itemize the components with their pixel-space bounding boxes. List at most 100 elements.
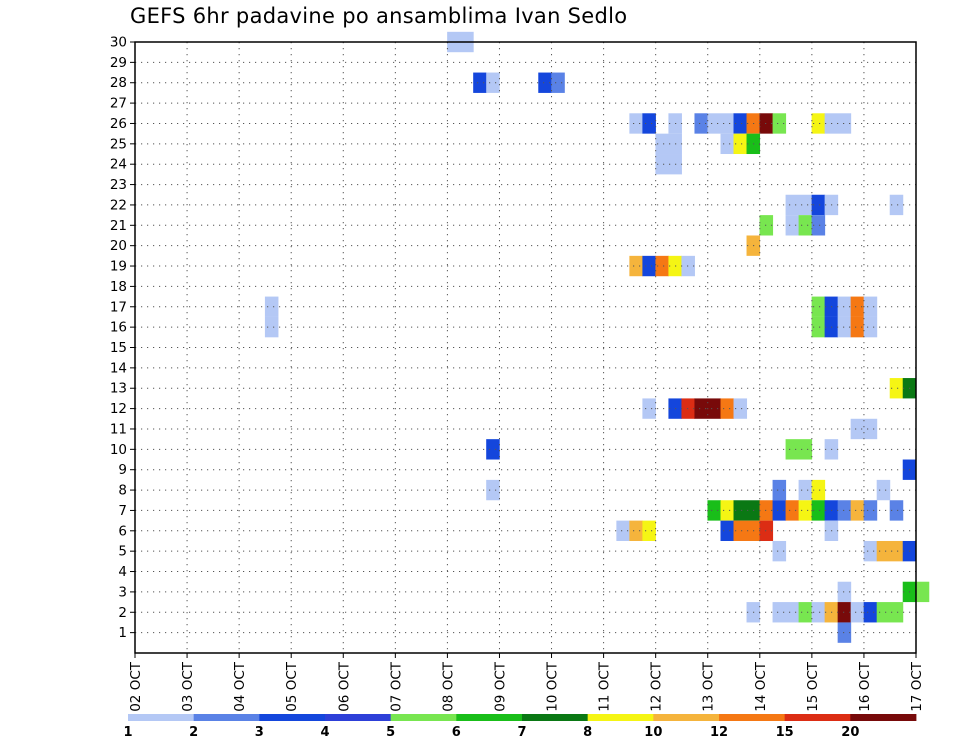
heatmap-cell — [629, 520, 643, 541]
legend-swatch — [325, 714, 392, 721]
y-tick-label: 1 — [118, 625, 127, 641]
heatmap-cell — [876, 479, 891, 501]
legend-label: 15 — [776, 725, 794, 740]
y-tick-label: 12 — [110, 401, 127, 417]
y-tick-label: 19 — [110, 259, 127, 275]
heatmap-cell — [876, 540, 904, 562]
heatmap-cell — [850, 500, 865, 521]
y-tick-label: 24 — [110, 157, 127, 173]
legend-swatch — [522, 714, 589, 721]
heatmap-cell — [655, 255, 669, 277]
y-tick-label: 4 — [118, 564, 127, 580]
x-tick-label: 08 OCT — [440, 661, 456, 712]
x-tick-label: 09 OCT — [492, 661, 508, 712]
x-tick-label: 14 OCT — [753, 661, 769, 712]
heatmap-cell — [850, 418, 878, 440]
heatmap-cell — [811, 316, 826, 338]
x-tick-label: 16 OCT — [857, 661, 873, 712]
legend-label: 12 — [710, 725, 728, 740]
legend-swatch — [390, 714, 457, 721]
heatmap-cell — [720, 133, 735, 155]
x-tick-label: 07 OCT — [388, 661, 404, 712]
heatmap-cell — [876, 602, 904, 623]
heatmap-cell — [811, 215, 826, 236]
heatmap-cell — [889, 500, 904, 521]
heatmap-cell — [720, 398, 735, 419]
y-tick-label: 28 — [110, 75, 127, 91]
heatmap-cell — [772, 540, 787, 562]
heatmap-cell — [707, 500, 721, 521]
y-tick-label: 25 — [110, 136, 127, 152]
heatmap-cell — [785, 500, 800, 521]
y-tick-label: 15 — [110, 340, 127, 356]
x-tick-label: 05 OCT — [284, 661, 300, 712]
heatmap-cell — [473, 72, 487, 93]
y-tick-label: 21 — [110, 218, 127, 234]
heatmap-cell — [850, 602, 865, 623]
heatmap-cell — [655, 154, 682, 175]
legend-label: 4 — [320, 725, 329, 740]
heatmap-cell — [642, 398, 656, 419]
heatmap-cell — [733, 520, 761, 541]
grid-lines — [134, 41, 917, 653]
x-tick-label: 03 OCT — [180, 661, 196, 712]
heatmap-cell — [863, 602, 878, 623]
heatmap-cell — [837, 296, 852, 317]
heatmap-cell — [759, 215, 774, 236]
heatmap-cell — [863, 296, 878, 317]
heatmap-cell — [811, 500, 826, 521]
heatmap-cell — [798, 479, 813, 501]
x-tick-label: 13 OCT — [701, 661, 717, 712]
y-tick-label: 23 — [110, 177, 127, 193]
legend-label: 6 — [452, 725, 461, 740]
heatmap-cell — [694, 113, 708, 134]
heatmap-cell — [772, 113, 787, 134]
heatmap-cell — [863, 316, 878, 338]
heatmap-cell — [798, 500, 813, 521]
y-tick-label: 7 — [118, 503, 127, 519]
heatmap-cell — [486, 439, 500, 460]
heatmap-cell — [733, 398, 748, 419]
heatmap-cell — [759, 113, 774, 134]
y-tick-label: 22 — [110, 197, 127, 213]
y-tick-label: 3 — [118, 584, 127, 600]
heatmap-cell — [915, 581, 930, 603]
x-tick-label: 12 OCT — [649, 661, 665, 712]
heatmap-cell — [798, 215, 813, 236]
heatmap-cell — [733, 113, 748, 134]
y-tick-label: 13 — [110, 381, 127, 397]
heatmap-cell — [707, 113, 735, 134]
y-tick-label: 20 — [110, 238, 127, 254]
heatmap-cell — [733, 133, 748, 155]
legend-swatch — [456, 714, 523, 721]
heatmap-cell — [772, 500, 787, 521]
legend-swatch — [719, 714, 786, 721]
legend-swatch — [128, 714, 195, 721]
heatmap-cell — [837, 500, 852, 521]
heatmap-cell — [837, 316, 852, 338]
y-tick-label: 27 — [110, 96, 127, 112]
legend-swatch — [784, 714, 851, 721]
x-axis: 02 OCT 03 OCT 04 OCT 05 OCT 06 OCT 07 OCT 08 O… — [128, 653, 925, 712]
legend-swatch — [850, 714, 917, 721]
y-tick-label: 16 — [110, 320, 127, 336]
legend-swatch — [653, 714, 720, 721]
y-tick-label: 8 — [118, 483, 127, 499]
legend-swatch — [193, 714, 260, 721]
heatmap-cell — [538, 72, 552, 93]
heatmap-cell — [889, 194, 904, 216]
heatmap-cell — [889, 378, 904, 399]
heatmap-cell — [642, 113, 656, 134]
y-tick-label: 5 — [118, 544, 127, 560]
heatmap-cell — [629, 255, 643, 277]
heatmap-cell — [733, 500, 761, 521]
heatmap-cell — [863, 500, 878, 521]
heatmap-cell — [681, 398, 695, 419]
heatmap-cell — [720, 500, 735, 521]
heatmap-cell — [629, 113, 643, 134]
y-tick-label: 11 — [110, 421, 127, 437]
y-tick-label: 2 — [118, 605, 127, 621]
heatmap-cell — [811, 296, 826, 317]
y-tick-label: 10 — [110, 442, 127, 458]
